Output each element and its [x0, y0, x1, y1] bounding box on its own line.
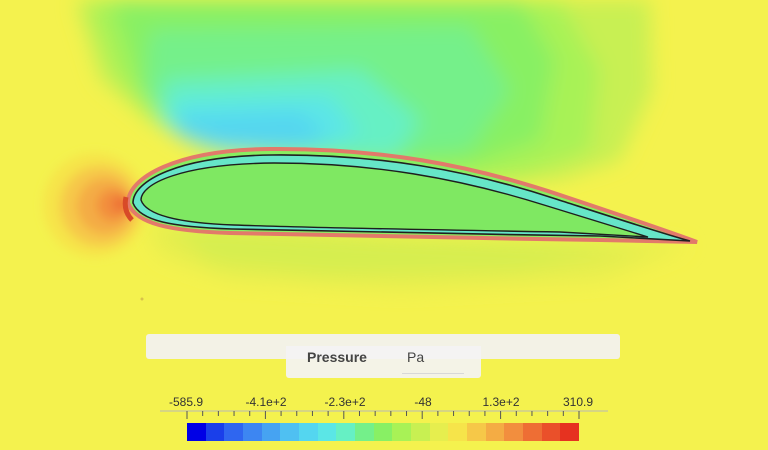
colorbar-tick-label: -4.1e+2 — [245, 395, 287, 409]
colorbar-tick-label: -2.3e+2 — [324, 395, 366, 409]
legend-quantity-label[interactable]: Pressure — [307, 349, 367, 365]
stray-mesh-point — [140, 297, 144, 301]
colorbar-swatch — [392, 423, 412, 441]
colorbar-swatch — [243, 423, 262, 441]
colorbar-swatch — [280, 423, 300, 441]
airfoil — [122, 146, 698, 244]
colorbar-swatch — [355, 423, 374, 441]
colorbar-swatch — [523, 423, 542, 441]
colorbar-tick-label: 1.3e+2 — [482, 395, 520, 409]
colorbar-swatch — [448, 423, 468, 441]
colorbar-swatch — [504, 423, 524, 441]
colorbar-swatch — [373, 423, 393, 441]
colorbar-tick-label: -48 — [414, 395, 432, 409]
colorbar-swatch — [299, 423, 318, 441]
colorbar[interactable] — [187, 423, 580, 441]
colorbar-swatch — [467, 423, 486, 441]
colorbar-swatch — [336, 423, 356, 441]
colorbar-swatch — [317, 423, 337, 441]
colorbar-swatch — [224, 423, 244, 441]
airfoil-leading-edge — [122, 196, 134, 222]
legend-unit-label[interactable]: Pa — [407, 349, 425, 365]
colorbar-tick-label: 310.9 — [562, 395, 594, 409]
colorbar-swatch — [429, 423, 449, 441]
colorbar-swatch — [187, 423, 206, 441]
colorbar-swatch — [411, 423, 430, 441]
colorbar-swatch — [205, 423, 225, 441]
colorbar-swatch — [560, 423, 580, 441]
airfoil-interior — [140, 162, 649, 238]
legend-title-box[interactable] — [286, 346, 481, 378]
colorbar-tick-label: -585.9 — [168, 395, 204, 409]
colorbar-swatch — [541, 423, 561, 441]
unit-underline — [402, 373, 464, 374]
colorbar-swatch — [485, 423, 505, 441]
colorbar-swatch — [261, 423, 281, 441]
